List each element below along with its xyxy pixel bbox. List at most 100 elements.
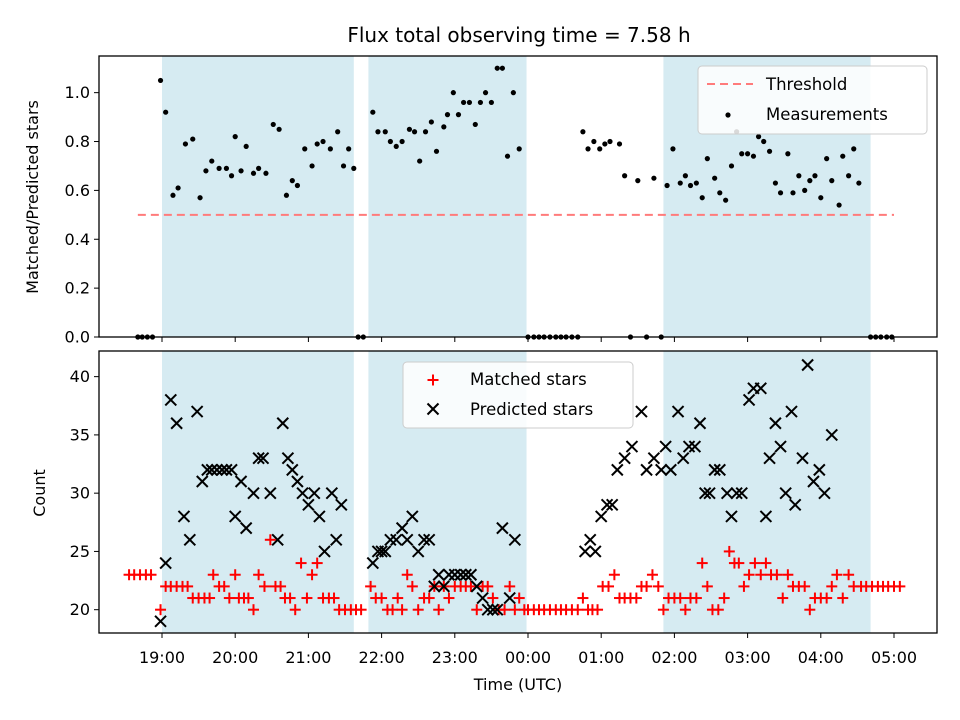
predicted-point — [508, 533, 522, 546]
y-tick-label: 20 — [70, 600, 90, 619]
matched-point — [207, 569, 219, 581]
measurement-point — [824, 156, 830, 162]
legend-predicted-sample — [426, 402, 440, 416]
predicted-point — [384, 533, 397, 546]
predicted-point — [220, 463, 233, 477]
x-tick-label: 21:00 — [285, 648, 331, 667]
legend-threshold-label: Threshold — [765, 75, 847, 94]
bottom-axes-frame — [98, 350, 938, 634]
predicted-point — [713, 463, 726, 477]
measurement-point — [387, 138, 393, 145]
measurement-point — [597, 146, 603, 152]
measurement-point — [232, 134, 238, 140]
predicted-point — [742, 393, 756, 407]
predicted-point — [720, 486, 734, 500]
matched-point — [674, 592, 686, 604]
measurement-point — [807, 178, 813, 184]
measurement-point — [750, 153, 757, 159]
matched-point — [264, 534, 276, 546]
predicted-point — [302, 498, 315, 512]
matched-point — [690, 592, 702, 604]
observing-window — [368, 56, 527, 337]
predicted-point — [491, 603, 504, 616]
matched-point — [275, 580, 287, 592]
predicted-point — [605, 498, 619, 512]
predicted-point — [234, 475, 248, 488]
matched-point — [723, 545, 735, 557]
predicted-point — [600, 498, 614, 512]
measurement-point — [704, 156, 710, 162]
measurement-point — [263, 170, 269, 176]
predicted-point — [335, 498, 348, 512]
measurement-point — [766, 148, 773, 154]
measurement-point — [422, 129, 429, 135]
matched-point — [572, 604, 584, 616]
matched-point — [743, 569, 755, 581]
x-tick-label: 05:00 — [871, 648, 917, 667]
measurement-point — [238, 168, 244, 174]
matched-point — [301, 592, 313, 604]
predicted-point — [271, 533, 284, 546]
measurement-point — [243, 143, 249, 150]
measurement-point — [785, 151, 791, 157]
matched-point — [376, 592, 388, 604]
x-tick-label: 01:00 — [578, 648, 624, 667]
measurement-point — [327, 146, 333, 152]
measurement-point — [450, 90, 456, 96]
predicted-point — [379, 545, 392, 558]
measurement-point — [320, 138, 326, 145]
measurement-point — [693, 180, 699, 186]
predicted-point — [693, 417, 707, 430]
measurement-point — [664, 182, 670, 189]
measurement-point — [163, 109, 169, 115]
measurement-point — [616, 141, 623, 147]
x-tick-label: 22:00 — [359, 648, 405, 667]
measurement-point — [256, 165, 262, 171]
matched-point — [406, 580, 418, 592]
measurement-point — [351, 165, 357, 171]
matched-point — [311, 557, 323, 569]
observing-window — [162, 351, 354, 633]
matched-point — [258, 580, 270, 592]
matched-point — [826, 580, 838, 592]
matched-point — [782, 569, 794, 581]
predicted-point — [330, 533, 343, 546]
matched-point — [843, 569, 855, 581]
measurement-point — [270, 121, 276, 128]
matched-point — [229, 569, 241, 581]
measurement-point — [428, 119, 434, 125]
predicted-point — [239, 521, 253, 535]
matched-point — [433, 604, 445, 616]
predicted-point — [481, 603, 494, 616]
matched-point — [760, 557, 772, 569]
measurement-point — [670, 146, 676, 152]
legend-measurements-label: Measurements — [766, 105, 888, 124]
measurement-point — [494, 65, 500, 71]
predicted-point — [801, 358, 814, 372]
x-tick-label: 20:00 — [212, 648, 258, 667]
measurement-point — [393, 143, 399, 150]
matched-point — [355, 604, 367, 616]
predicted-point — [390, 533, 403, 546]
measurement-point — [203, 168, 209, 174]
matched-point — [396, 604, 408, 616]
observing-window — [663, 351, 871, 633]
predicted-point — [578, 545, 592, 558]
measurement-point — [717, 190, 723, 196]
predicted-point — [437, 580, 451, 593]
measurement-point — [488, 99, 494, 106]
predicted-point — [788, 498, 802, 512]
matched-point — [696, 557, 708, 569]
matched-points — [123, 534, 906, 616]
measurement-point — [460, 99, 467, 106]
matched-point — [718, 592, 730, 604]
matched-point — [423, 592, 435, 604]
y-tick-label: 1.0 — [65, 83, 90, 102]
bottom-panel: 20 25 30 35 40 19:00 20:00 21:00 22:00 23:00 00:0… — [30, 350, 938, 694]
predicted-point — [313, 510, 326, 523]
predicted-point — [818, 486, 831, 500]
measurement-point — [441, 124, 447, 130]
measurement-point — [190, 136, 196, 142]
matched-point — [630, 592, 642, 604]
matched-point — [738, 580, 750, 592]
